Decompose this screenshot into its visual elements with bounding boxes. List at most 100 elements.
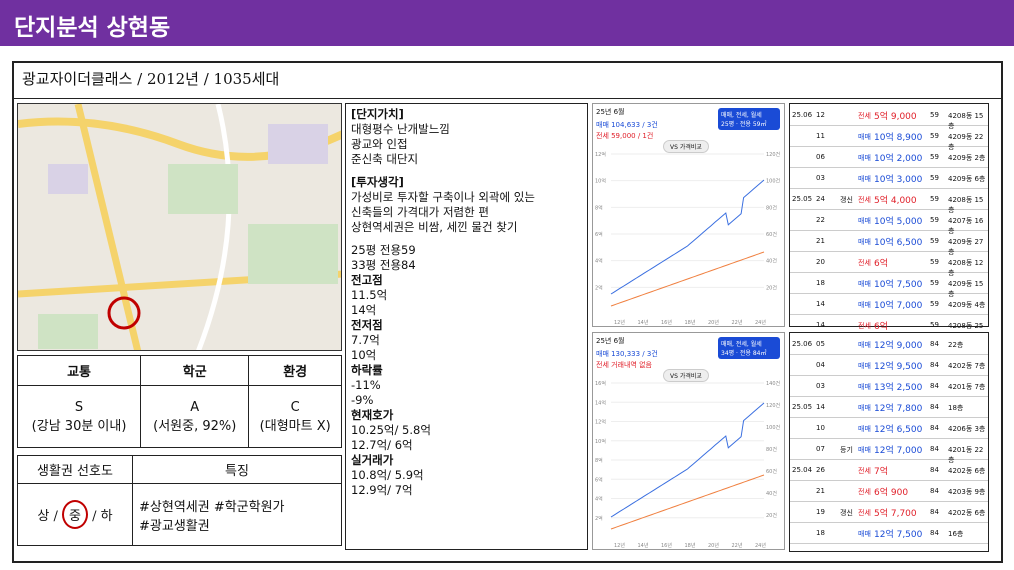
row-month: 25.06 <box>792 111 813 119</box>
x-tick-label: 20년 <box>708 542 719 549</box>
row-month: 25.06 <box>792 340 813 348</box>
y-tick-label: 12억 <box>595 151 606 158</box>
row-trade-type: 매매 <box>858 280 871 288</box>
row-day: 11 <box>816 132 825 140</box>
row-price: 6억 <box>874 322 889 332</box>
transaction-row[interactable]: 20 전세 6억 59 4208동 12층 <box>790 252 988 277</box>
complex-subtitle: 광교자이더클래스 / 2012년 / 1035세대 <box>22 70 280 88</box>
trade-type-filter[interactable]: 매매, 전세, 월세 25평 · 전용 59㎡ <box>718 108 780 130</box>
row-day: 14 <box>816 403 825 411</box>
drop-value: -9% <box>351 393 374 407</box>
row-price: 12억 7,800 <box>874 404 923 414</box>
row-day: 07 <box>816 445 825 453</box>
transaction-row[interactable]: 25.05 24 갱신 전세 5억 4,000 59 4208동 15층 <box>790 189 988 214</box>
invest-line: 상현역세권은 비쌈, 세낀 물건 찾기 <box>351 220 518 234</box>
size-line: 25평 전용59 <box>351 243 416 257</box>
row-trade-type: 전세 <box>858 467 871 475</box>
transaction-row[interactable]: 03 매매 13억 2,500 84 4201동 7층 <box>790 376 988 397</box>
row-day: 18 <box>816 279 825 287</box>
transaction-list-84: 25.06 05 매매 12억 9,000 84 22층 04 매매 12억 9,500 84 42… <box>789 332 989 552</box>
row-trade-type: 매매 <box>858 341 871 349</box>
row-trade-type: 전세 <box>858 259 871 267</box>
compare-button[interactable]: VS 가격비교 <box>663 369 709 382</box>
transaction-row[interactable]: 19 갱신 전세 5억 7,700 84 4202동 6층 <box>790 502 988 523</box>
transaction-row[interactable]: 18 매매 10억 7,500 59 4209동 15층 <box>790 273 988 298</box>
sale-series-line <box>610 179 765 295</box>
x-tick-label: 18년 <box>685 319 696 326</box>
transaction-row[interactable]: 06 매매 10억 2,000 59 4209동 2층 <box>790 147 988 168</box>
row-area: 59 <box>930 258 939 266</box>
transaction-row[interactable]: 07 등기 매매 12억 7,000 84 4201동 22층 <box>790 439 988 464</box>
transaction-row[interactable]: 18 매매 12억 7,500 84 16층 <box>790 523 988 544</box>
y-tick-label: 12억 <box>595 419 606 426</box>
grade-school: A (서원중, 92%) <box>140 385 250 448</box>
y2-tick-label: 80건 <box>766 204 777 211</box>
divider <box>12 98 1003 99</box>
transaction-row[interactable]: 21 매매 10억 6,500 59 4209동 27층 <box>790 231 988 256</box>
row-area: 59 <box>930 300 939 308</box>
row-area: 59 <box>930 174 939 182</box>
transaction-row[interactable]: 25.06 12 전세 5억 9,000 59 4208동 15층 <box>790 105 988 130</box>
y-tick-label: 4억 <box>595 258 603 265</box>
transaction-row[interactable]: 04 매매 12억 9,500 84 4202동 7층 <box>790 355 988 376</box>
trade-type-filter[interactable]: 매매, 전세, 월세 34평 · 전용 84㎡ <box>718 337 780 359</box>
rent-series-line <box>610 474 765 530</box>
row-trade-type: 전세 <box>858 112 871 120</box>
y2-tick-label: 60건 <box>766 231 777 238</box>
y2-tick-label: 120건 <box>766 402 781 409</box>
y-tick-label: 8억 <box>595 457 603 464</box>
row-area: 59 <box>930 321 939 329</box>
y-tick-label: 6억 <box>595 476 603 483</box>
row-trade-type: 매매 <box>858 154 871 162</box>
row-trade-type: 매매 <box>858 362 871 370</box>
row-area: 84 <box>930 361 939 369</box>
transaction-row[interactable]: 11 매매 10억 8,900 59 4209동 22층 <box>790 126 988 151</box>
row-contract-kind: 갱신 <box>840 509 853 517</box>
analysis-notes: [단지가치] 대형평수 난개발느낌 광교와 인접 준신축 대단지 [투자생각] … <box>345 103 588 550</box>
row-unit: 4203동 9층 <box>948 488 986 496</box>
compare-button[interactable]: VS 가격비교 <box>663 140 709 153</box>
row-day: 19 <box>816 508 825 516</box>
transaction-row[interactable]: 25.05 14 매매 12억 7,800 84 18층 <box>790 397 988 418</box>
transaction-row[interactable]: 10 매매 12억 6,500 84 4206동 3층 <box>790 418 988 439</box>
sale-series-line <box>610 402 765 518</box>
x-tick-label: 24년 <box>755 319 766 326</box>
row-unit: 4208동 12층 <box>948 259 984 277</box>
y-tick-label: 8억 <box>595 204 603 211</box>
y2-tick-label: 20건 <box>766 284 777 291</box>
transaction-row[interactable]: 14 매매 10억 7,000 59 4209동 4층 <box>790 294 988 315</box>
row-month: 25.05 <box>792 195 813 203</box>
y2-tick-label: 20건 <box>766 512 777 519</box>
y2-tick-label: 80건 <box>766 446 777 453</box>
chart-rent-summary: 전세 59,000 / 1건 <box>596 132 654 140</box>
row-area: 84 <box>930 340 939 348</box>
row-trade-type: 매매 <box>858 530 871 538</box>
y2-tick-label: 40건 <box>766 490 777 497</box>
filter-label: 매매, 전세, 월세 <box>721 341 762 348</box>
preference-header: 생활권 선호도 <box>17 455 133 484</box>
transaction-row[interactable]: 22 매매 10억 5,000 59 4207동 16층 <box>790 210 988 235</box>
grade-header-transport: 교통 <box>16 355 142 386</box>
x-tick-label: 12년 <box>614 319 625 326</box>
deal-value: 10.8억/ 5.9억 <box>351 468 424 482</box>
row-day: 12 <box>816 111 825 119</box>
transaction-row[interactable]: 03 매매 10억 3,000 59 4209동 6층 <box>790 168 988 189</box>
page-title: 단지분석 상현동 <box>14 15 171 41</box>
row-unit: 4209동 15층 <box>948 280 984 298</box>
row-area: 59 <box>930 195 939 203</box>
row-area: 59 <box>930 216 939 224</box>
row-area: 59 <box>930 132 939 140</box>
transaction-row[interactable]: 25.04 26 전세 7억 84 4202동 6층 <box>790 460 988 481</box>
row-area: 84 <box>930 508 939 516</box>
y2-tick-label: 120건 <box>766 151 781 158</box>
feature-tags: #상현역세권 #학군학원가 #광교생활권 <box>132 483 342 546</box>
row-price: 10억 2,000 <box>874 154 923 164</box>
row-price: 10억 3,000 <box>874 175 923 185</box>
transaction-row[interactable]: 25.06 05 매매 12억 9,000 84 22층 <box>790 334 988 355</box>
row-day: 04 <box>816 361 825 369</box>
row-day: 14 <box>816 300 825 308</box>
transaction-row[interactable]: 21 전세 6억 900 84 4203동 9층 <box>790 481 988 502</box>
row-unit: 4209동 6층 <box>948 175 986 183</box>
invest-line: 신축들의 가격대가 저렴한 편 <box>351 205 489 219</box>
level-low: 하 <box>100 509 113 524</box>
